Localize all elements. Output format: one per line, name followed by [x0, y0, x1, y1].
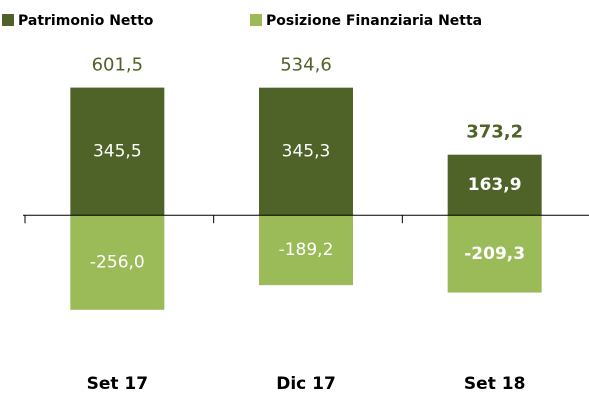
value-label: 163,9 [468, 175, 522, 195]
total-label: 534,6 [280, 55, 332, 76]
legend-label: Patrimonio Netto [18, 13, 154, 29]
value-label: -256,0 [90, 253, 145, 273]
bar [259, 87, 353, 216]
bar [259, 215, 353, 286]
x-tick-label: Set 17 [87, 374, 148, 394]
legend-label: Posizione Finanziaria Netta [266, 13, 482, 29]
legend-swatch [250, 14, 262, 26]
bar [447, 215, 542, 293]
x-tick-label: Set 18 [464, 374, 525, 394]
x-tick-label: Dic 17 [276, 374, 336, 394]
value-label: -189,2 [279, 240, 334, 260]
bar [70, 215, 165, 310]
value-label: 345,3 [282, 141, 331, 161]
total-label: 373,2 [466, 122, 523, 143]
bar [70, 87, 165, 216]
bar [447, 154, 542, 216]
legend-swatch [2, 14, 14, 26]
value-label: 345,5 [93, 141, 142, 161]
value-label: -209,3 [464, 244, 525, 264]
total-label: 601,5 [92, 55, 144, 76]
